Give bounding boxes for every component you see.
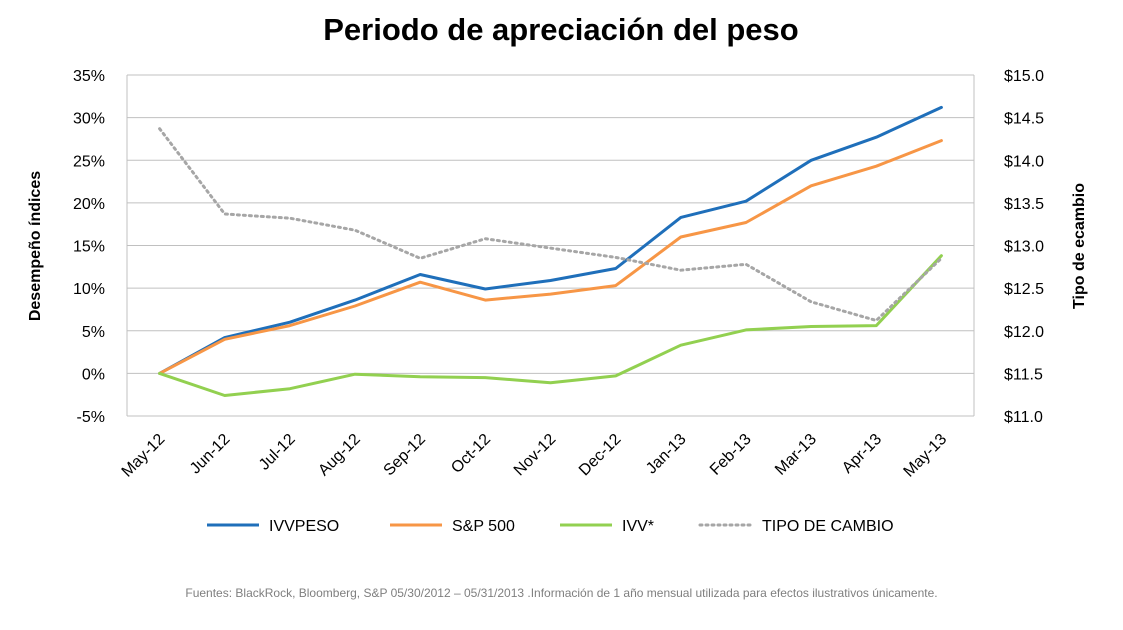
x-tick-label: Dec-12: [576, 431, 625, 480]
legend-label: IVVPESO: [269, 518, 339, 535]
y-tick-label: 25%: [73, 153, 105, 170]
legend-label: S&P 500: [452, 518, 515, 535]
y2-tick-label: $12.0: [1004, 324, 1044, 341]
x-tick-label: Aug-12: [315, 431, 364, 480]
gridlines: [126, 74, 975, 417]
left-axis-label: Desempeño índices: [27, 171, 44, 321]
y2-tick-label: $13.5: [1004, 196, 1044, 213]
right-axis-ticks: $11.0 $11.5 $12.0 $12.5 $13.0 $13.5 $14.0 $14.5…: [1004, 68, 1044, 426]
x-tick-label: Mar-13: [772, 431, 820, 479]
y2-tick-label: $14.0: [1004, 153, 1044, 170]
series-line: [158, 127, 943, 322]
y-tick-label: 15%: [73, 239, 105, 256]
series-line: [158, 105, 943, 375]
y2-tick-label: $11.0: [1004, 409, 1043, 426]
x-tick-label: Oct-12: [448, 431, 494, 477]
y-tick-label: 20%: [73, 196, 105, 213]
series-lines: [158, 105, 943, 397]
legend: IVVPESO S&P 500 IVV* TIPO DE CAMBIO: [207, 518, 894, 535]
x-tick-label: Jul-12: [256, 431, 299, 474]
x-tick-label: Jan-13: [643, 431, 690, 478]
series-line: [158, 254, 943, 397]
y2-tick-label: $12.5: [1004, 281, 1044, 298]
y-tick-label: -5%: [77, 409, 105, 426]
y-tick-label: 0%: [82, 366, 105, 383]
x-tick-label: Apr-13: [839, 431, 885, 477]
y-tick-label: 5%: [82, 324, 105, 341]
x-tick-label: May-13: [900, 431, 950, 481]
chart-title: Periodo de apreciación del peso: [323, 12, 798, 47]
series-line: [158, 139, 943, 375]
x-tick-label: Feb-13: [707, 431, 755, 479]
y-tick-label: 30%: [73, 111, 105, 128]
y2-tick-label: $11.5: [1004, 366, 1043, 383]
x-tick-label: Nov-12: [511, 431, 560, 480]
y-tick-label: 35%: [73, 68, 105, 85]
y-tick-label: 10%: [73, 281, 105, 298]
x-tick-label: Sep-12: [381, 431, 430, 480]
x-tick-label: Jun-12: [187, 431, 234, 478]
legend-label: TIPO DE CAMBIO: [762, 518, 894, 535]
left-axis-ticks: -5% 0% 5% 10% 15% 20% 25% 30% 35%: [73, 68, 105, 426]
right-axis-label: Tipo de ecambio: [1071, 183, 1088, 309]
x-axis-ticks: May-12 Jun-12 Jul-12 Aug-12 Sep-12 Oct-12 Nov-…: [119, 431, 951, 481]
y2-tick-label: $14.5: [1004, 111, 1044, 128]
legend-label: IVV*: [622, 518, 654, 535]
source-note: Fuentes: BlackRock, Bloomberg, S&P 05/30…: [185, 586, 938, 600]
x-tick-label: May-12: [119, 431, 169, 481]
y2-tick-label: $13.0: [1004, 239, 1044, 256]
y2-tick-label: $15.0: [1004, 68, 1044, 85]
